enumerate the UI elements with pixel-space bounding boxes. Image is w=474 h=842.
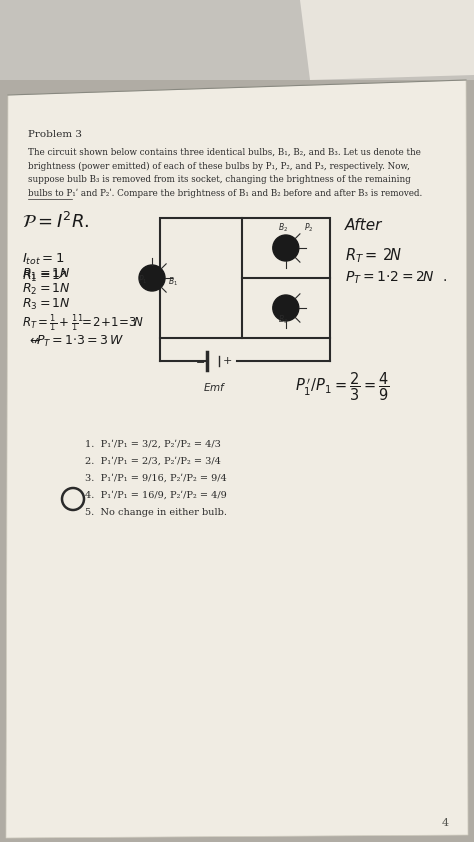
Text: 1.  P₁ʹ/P₁ = 3/2, P₂ʹ/P₂ = 4/3: 1. P₁ʹ/P₁ = 3/2, P₂ʹ/P₂ = 4/3 [85,440,221,449]
Text: $+$: $+$ [222,355,233,366]
Text: $-$: $-$ [195,356,206,366]
Circle shape [156,274,164,281]
Circle shape [139,265,165,291]
Text: $R_T=\frac{1}{1}+\frac{1}{1}{}^1\!\!=\!2\!+\!1\!=\!3\!\mathit{N}$: $R_T=\frac{1}{1}+\frac{1}{1}{}^1\!\!=\!2… [22,312,145,333]
Text: 5.  No change in either bulb.: 5. No change in either bulb. [85,508,227,517]
Text: $P_T=1{\cdot}3=3\,W$: $P_T=1{\cdot}3=3\,W$ [36,334,125,349]
Text: bulbs to P₁ʹ and P₂ʹ. Compare the brightness of B₁ and B₂ before and after B₃ is: bulbs to P₁ʹ and P₂ʹ. Compare the bright… [28,189,422,198]
Bar [0,0,474,120]
Text: $P_T=1{\cdot}2=2\!\mathit{N}$: $P_T=1{\cdot}2=2\!\mathit{N}$ [345,270,434,286]
Text: $R_1=1N$: $R_1=1N$ [22,269,71,284]
Polygon shape [6,80,468,838]
Text: $\mathcal{P}=I^2R.$: $\mathcal{P}=I^2R.$ [22,212,90,232]
Text: $R_2 = 1\mathit{N}$: $R_2 = 1\mathit{N}$ [22,282,71,297]
Text: $R_1=1\!\!\!\nearrow$: $R_1=1\!\!\!\nearrow$ [22,269,67,284]
Text: $B_2$: $B_2$ [278,222,288,235]
Text: $I_{tot}=1$: $I_{tot}=1$ [22,252,65,267]
Text: 4.  P₁ʹ/P₁ = 16/9, P₂ʹ/P₂ = 4/9: 4. P₁ʹ/P₁ = 16/9, P₂ʹ/P₂ = 4/9 [85,491,227,500]
Circle shape [273,295,299,321]
Text: $B_3$: $B_3$ [278,314,288,327]
Text: $P_1^{\,\prime}/P_1 = \dfrac{2}{3} = \dfrac{4}{9}$: $P_1^{\,\prime}/P_1 = \dfrac{2}{3} = \df… [295,370,390,402]
Text: $Emf$: $Emf$ [203,381,226,393]
Polygon shape [300,0,474,80]
Text: $R_3 = 1\mathit{N}$: $R_3 = 1\mathit{N}$ [22,297,71,312]
Bar [160,218,330,338]
Text: $R_1 = 1\mathit{N}$: $R_1 = 1\mathit{N}$ [22,267,71,282]
Text: $\nleftarrow$: $\nleftarrow$ [27,334,41,347]
Text: 4: 4 [441,818,448,828]
Text: suppose bulb B₃ is removed from its socket, changing the brightness of the remai: suppose bulb B₃ is removed from its sock… [28,175,411,184]
Text: .: . [443,270,447,284]
Text: 2.  P₁ʹ/P₁ = 2/3, P₂ʹ/P₂ = 3/4: 2. P₁ʹ/P₁ = 2/3, P₂ʹ/P₂ = 3/4 [85,457,221,466]
Text: After: After [345,218,383,233]
Text: 3.  P₁ʹ/P₁ = 9/16, P₂ʹ/P₂ = 9/4: 3. P₁ʹ/P₁ = 9/16, P₂ʹ/P₂ = 9/4 [85,474,227,483]
Circle shape [273,235,299,261]
Text: $P_1$: $P_1$ [138,274,147,286]
Text: brightness (power emitted) of each of these bulbs by P₁, P₂, and P₃, respectivel: brightness (power emitted) of each of th… [28,162,410,171]
Text: $R_T=\,2\!\mathit{N}$: $R_T=\,2\!\mathit{N}$ [345,246,401,264]
Text: Problem 3: Problem 3 [28,130,82,139]
Text: $P_2$: $P_2$ [304,221,313,233]
Text: The circuit shown below contains three identical bulbs, B₁, B₂, and B₃. Let us d: The circuit shown below contains three i… [28,148,421,157]
Text: $B_1$: $B_1$ [168,275,178,288]
